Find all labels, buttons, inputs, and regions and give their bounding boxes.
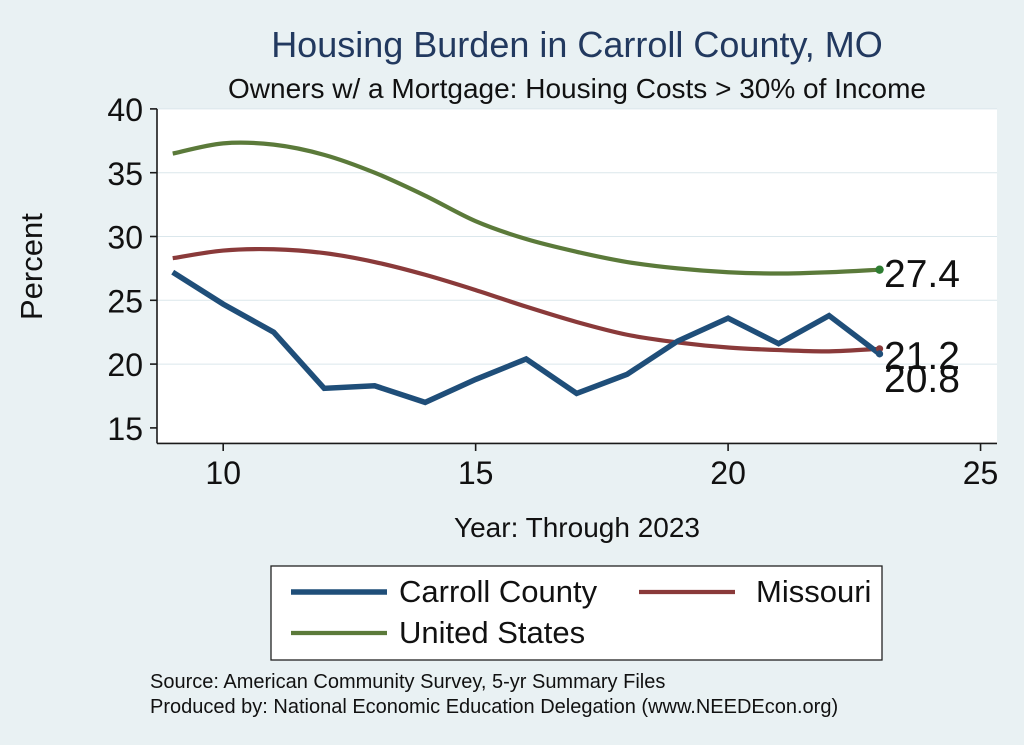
svg-text:Carroll County: Carroll County [399, 574, 598, 609]
svg-text:Missouri: Missouri [756, 574, 871, 609]
svg-text:United States: United States [399, 615, 585, 650]
